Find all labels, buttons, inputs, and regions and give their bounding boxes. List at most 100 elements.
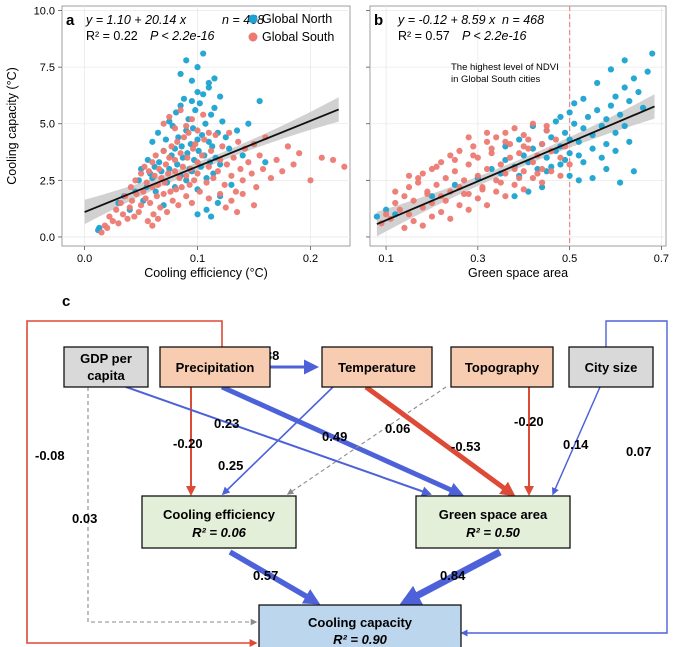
regression-line [84,108,340,213]
data-point [451,181,458,188]
data-point [543,122,550,130]
x-tick-label: 0.0 [77,253,92,265]
data-point [109,217,116,225]
data-point [183,193,190,200]
data-point [428,213,436,220]
coef-temp-gsa: -0.53 [451,439,481,454]
data-point [228,172,235,179]
data-point [474,195,481,202]
data-point [168,143,175,150]
node-label: Cooling efficiency [163,507,276,522]
coef-temp-ce: 0.25 [218,458,243,473]
data-point [502,193,509,200]
data-point [115,220,122,227]
data-point [203,179,210,186]
data-point [589,145,596,152]
data-point [144,217,151,225]
data-point [183,177,190,184]
data-point [428,193,436,200]
data-point [163,208,171,216]
data-point [230,154,237,161]
data-point [149,159,156,166]
data-point [253,184,260,191]
ndvi-annotation-line2: in Global South cities [451,74,540,85]
data-point [575,152,582,159]
panel-b-equation: y = -0.12 + 8.59 x [397,13,496,27]
data-point [126,204,133,211]
panel-a-ylabel: Cooling capacity (°C) [5,67,19,185]
data-point [207,213,215,220]
data-point [127,184,134,191]
data-point [561,129,569,136]
data-point [205,195,212,202]
data-point [516,174,523,182]
data-point [465,190,472,198]
edge-ce-cc [228,549,321,605]
data-point [584,113,592,121]
x-tick-label: 0.7 [654,253,669,265]
data-point [166,154,173,161]
data-point [617,179,624,186]
data-point [483,165,491,173]
data-point [410,197,417,204]
data-point [177,70,184,78]
data-point [516,136,523,143]
data-point [557,113,564,121]
legend: Global North Global South [248,12,334,44]
panel-a-fit-line [84,108,340,213]
data-point [470,152,477,159]
edge-topo-ce [286,386,447,495]
data-point [211,104,218,111]
data-point [442,174,449,182]
data-point [630,168,637,175]
y-tick-label: 7.5 [40,62,55,74]
data-point [245,159,252,166]
data-point [451,168,458,175]
data-point [607,102,615,109]
data-point [525,136,532,143]
data-point [465,134,472,141]
regression-line [376,105,655,225]
data-point [233,127,241,134]
data-point [146,199,154,207]
data-point [483,129,491,136]
coef-city-cc: 0.07 [626,444,651,459]
data-point [160,147,167,155]
data-point [594,79,601,87]
data-point [511,193,518,200]
coef-gsa-cc: 0.84 [440,568,466,583]
data-point [169,197,176,204]
data-point [156,165,163,173]
data-point [160,190,167,198]
node-label: Green space area [439,507,548,522]
node-label: Temperature [338,360,416,375]
data-point [552,118,559,125]
data-point [221,181,228,188]
data-point [191,177,198,184]
data-point [405,184,413,191]
data-point [145,168,153,175]
node-box [63,346,149,388]
panel-a-n: n = 468 [222,13,264,27]
data-point [106,213,113,220]
data-point [566,161,573,168]
data-point [433,163,440,170]
panel-b-fit-line [376,105,655,225]
data-point [226,129,233,136]
data-point [171,168,179,175]
data-point [143,179,150,186]
data-point [171,125,179,132]
data-point [598,154,605,161]
y-tick-label: 0.0 [40,232,55,244]
data-point [267,174,275,182]
panel-a-xlabel: Cooling efficiency (°C) [144,266,268,280]
data-point [520,143,527,150]
data-point [520,152,527,159]
data-point [479,186,486,193]
node-green-space-area: Green space area R² = 0.50 [415,495,571,549]
data-point [203,206,210,213]
data-point [256,97,263,105]
data-point [188,97,195,105]
data-point [456,147,463,155]
